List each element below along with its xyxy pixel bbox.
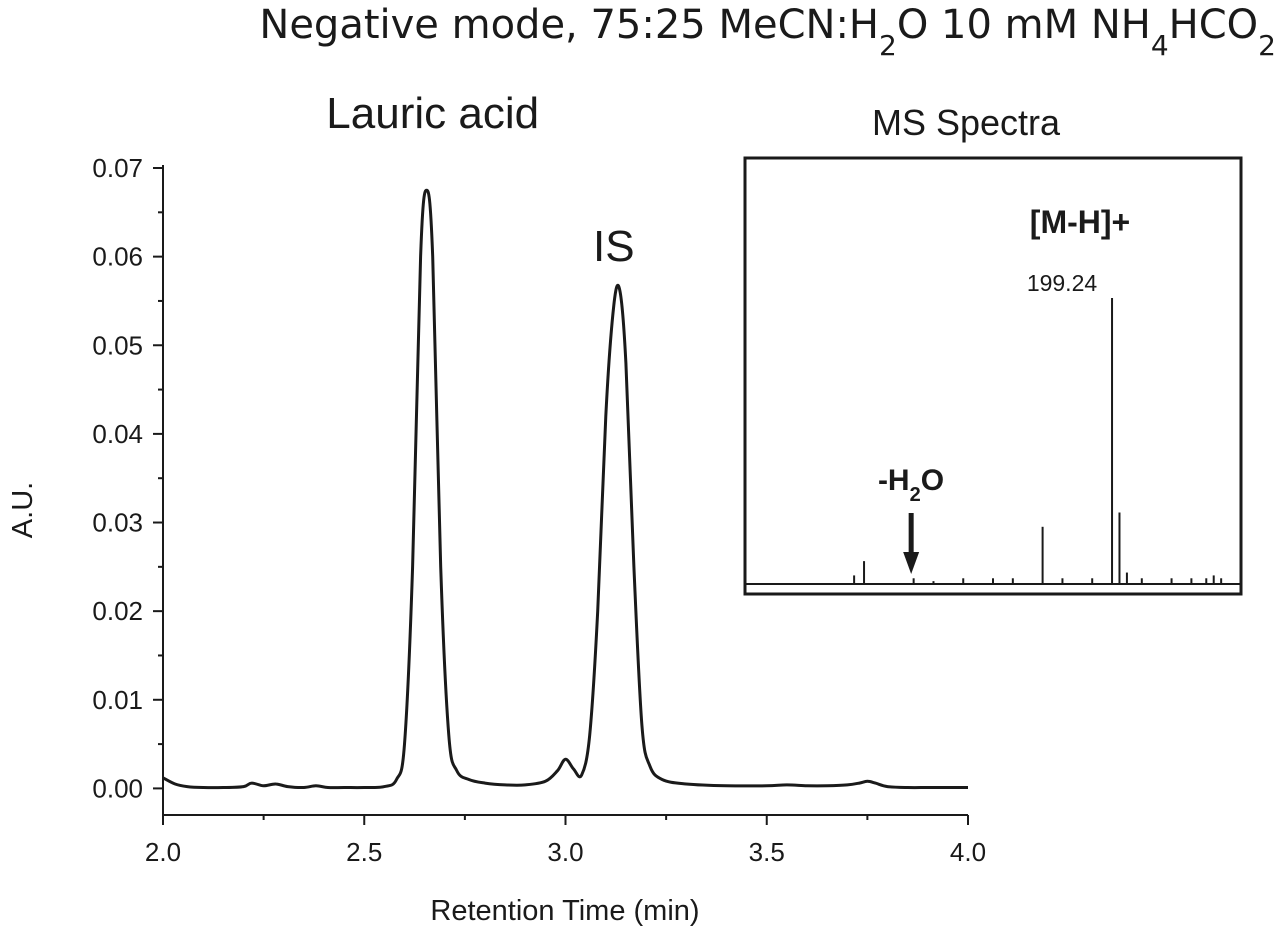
chromatogram-trace [162,188,968,790]
y-tick-label: 0.03 [92,508,143,538]
y-tick-label: 0.01 [92,685,143,715]
ms-peaks [853,298,1223,584]
y-tick-label: 0.02 [92,596,143,626]
y-tick-label: 0.00 [92,773,143,803]
x-axis-ticks: 2.0 2.5 3.0 3.5 4.0 [145,815,986,867]
water-loss-label: -H2O [878,464,944,506]
subscript: 2 [1258,29,1276,62]
subscript: 2 [910,484,921,506]
inset-frame [743,156,1243,596]
x-axis-label: Retention Time (min) [430,895,699,927]
y-tick-label: 0.05 [92,330,143,360]
x-tick-label: 2.0 [145,837,181,867]
text-part: -H [878,464,910,497]
x-tick-label: 2.5 [346,837,382,867]
y-tick-label: 0.04 [92,419,143,449]
y-tick-label: 0.07 [92,153,143,183]
peak-annotations: Lauric acid IS [326,89,634,271]
x-tick-label: 3.0 [547,837,583,867]
y-axis-ticks: 0.00 0.01 0.02 0.03 0.04 0.05 0.06 0.07 [92,153,163,803]
subscript: 2 [879,29,897,62]
inset-title: MS Spectra [872,102,1061,143]
text-part: HCO [1169,2,1259,48]
figure-title: Negative mode, 75:25 MeCN:H2O 10 mM NH4H… [259,2,1276,62]
y-axis-label: A.U. [7,482,39,538]
chromatogram-chart: 0.00 0.01 0.02 0.03 0.04 0.05 0.06 0.07 2.0 2.5 3… [7,89,986,927]
water-loss-arrow [903,513,920,574]
peak-annotation: IS [593,222,635,271]
text-part: Negative mode, 75:25 MeCN:H [259,2,879,48]
x-tick-label: 3.5 [749,837,785,867]
text-part: O [921,464,944,497]
subscript: 4 [1151,29,1169,62]
x-tick-label: 4.0 [950,837,986,867]
ms-spectra-inset: MS Spectra [M-H]+ 199.24 -H2O [743,102,1243,596]
text-part: O 10 mM NH [897,2,1151,48]
arrow-head [903,552,920,574]
peak-annotation: Lauric acid [326,89,539,138]
peak-ion-label: [M-H]+ [1030,204,1130,240]
peak-mz-label: 199.24 [1027,270,1098,296]
y-tick-label: 0.06 [92,242,143,272]
